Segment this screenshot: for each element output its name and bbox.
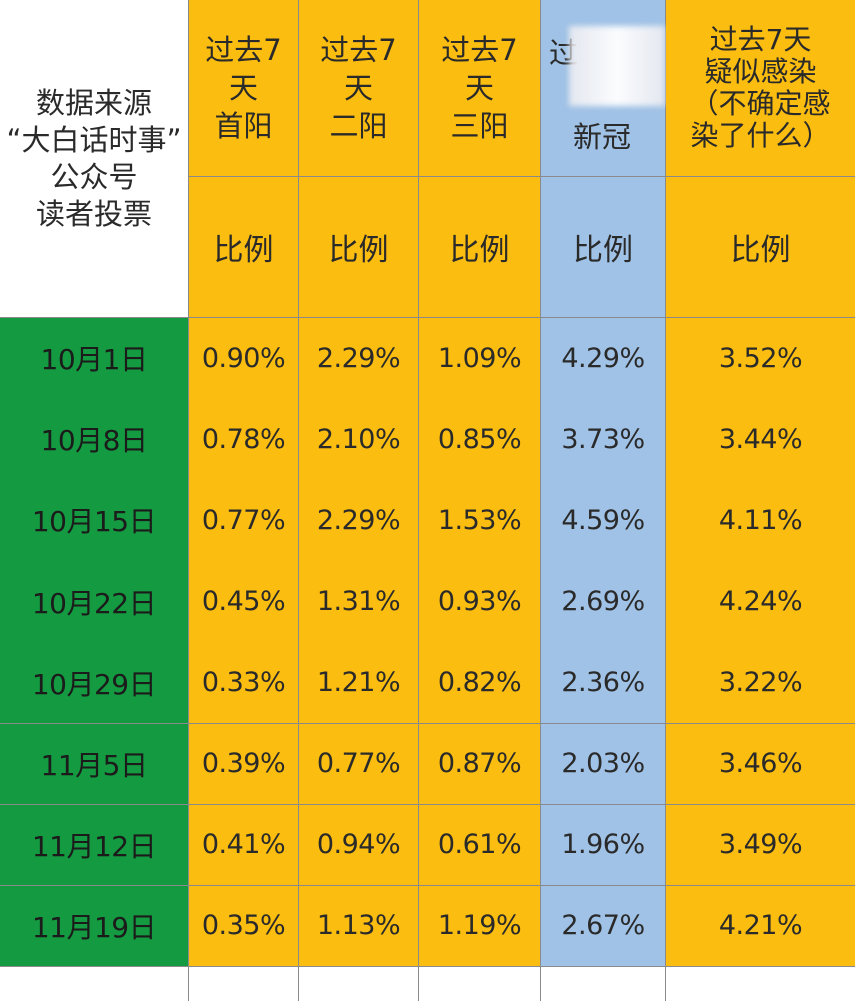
row-date: 11月5日 [0,723,189,806]
row-date: 10月1日 [0,318,189,400]
row-value: 0.77% [189,480,299,562]
row-value: 4.11% [666,480,855,562]
row-value: 3.73% [541,399,666,481]
row-value: 0.94% [299,804,419,887]
row-value: 0.77% [299,723,419,806]
row-date: 10月22日 [0,561,189,643]
row-value: 1.09% [419,318,541,400]
row-value: 0.93% [419,561,541,643]
row-value: 2.36% [541,642,666,724]
row-value: 2.03% [541,723,666,806]
col-header-line: 过去7 [441,33,518,67]
col-header-line: 疑似感染 [704,55,817,88]
row-value: 0.35% [189,885,299,968]
row-value: 1.31% [299,561,419,643]
row-value: 0.90% [189,318,299,400]
row-value: 1.13% [299,885,419,968]
row-value: 4.59% [541,480,666,562]
source-line-4: 读者投票 [35,196,152,231]
row-value: 3.52% [666,318,855,400]
empty-cell [666,967,855,1001]
row-value: 3.44% [666,399,855,481]
row-value: 0.39% [189,723,299,806]
source-cell: 数据来源 “大白话时事” 公众号 读者投票 [0,0,189,318]
row-value: 0.33% [189,642,299,724]
source-line-3: 公众号 [50,159,138,194]
col-header-line: （不确定感 [690,87,831,120]
ratio-label: 比例 [299,177,419,318]
row-value: 2.69% [541,561,666,643]
row-date: 10月29日 [0,642,189,724]
col-header-covid: 过 新冠 [541,0,666,177]
col-header-line: 过去7天 [709,23,812,56]
row-date: 11月12日 [0,804,189,887]
row-value: 0.41% [189,804,299,887]
col-header-third-infection: 过去7 天 三阳 [419,0,541,177]
row-value: 3.46% [666,723,855,806]
row-value: 2.67% [541,885,666,968]
source-line-1: 数据来源 [35,85,152,120]
row-value: 1.21% [299,642,419,724]
row-value: 4.24% [666,561,855,643]
empty-cell [189,967,299,1001]
row-value: 0.78% [189,399,299,481]
ratio-label: 比例 [189,177,299,318]
col-header-line: 天 [228,71,258,105]
row-value: 3.49% [666,804,855,887]
row-value: 1.53% [419,480,541,562]
col-header-line: 天 [464,71,494,105]
col-header-suspected: 过去7天 疑似感染 （不确定感 染了什么） [666,0,855,177]
empty-cell [541,967,666,1001]
col-header-line: 新冠 [573,120,632,154]
col-header-first-infection: 过去7 天 首阳 [189,0,299,177]
ratio-label: 比例 [419,177,541,318]
row-value: 2.10% [299,399,419,481]
row-value: 1.19% [419,885,541,968]
row-value: 2.29% [299,318,419,400]
empty-cell [0,967,189,1001]
col-header-line: 染了什么） [690,119,831,152]
col-header-line: 首阳 [214,109,273,143]
ratio-label: 比例 [541,177,666,318]
empty-cell [299,967,419,1001]
row-value: 0.85% [419,399,541,481]
source-line-2: “大白话时事” [6,122,182,157]
col-header-line: 天 [343,71,373,105]
blur-overlay [569,26,665,106]
col-header-line: 过去7 [320,33,397,67]
row-date: 11月19日 [0,885,189,968]
row-value: 0.87% [419,723,541,806]
row-value: 2.29% [299,480,419,562]
col-header-line: 二阳 [329,109,388,143]
row-value: 1.96% [541,804,666,887]
col-header-line: 三阳 [450,109,509,143]
row-value: 0.45% [189,561,299,643]
empty-cell [419,967,541,1001]
row-value: 3.22% [666,642,855,724]
row-value: 0.61% [419,804,541,887]
row-value: 0.82% [419,642,541,724]
row-date: 10月8日 [0,399,189,481]
ratio-label: 比例 [666,177,855,318]
col-header-second-infection: 过去7 天 二阳 [299,0,419,177]
row-date: 10月15日 [0,480,189,562]
row-value: 4.29% [541,318,666,400]
row-value: 4.21% [666,885,855,968]
col-header-line: 过去7 [205,33,282,67]
